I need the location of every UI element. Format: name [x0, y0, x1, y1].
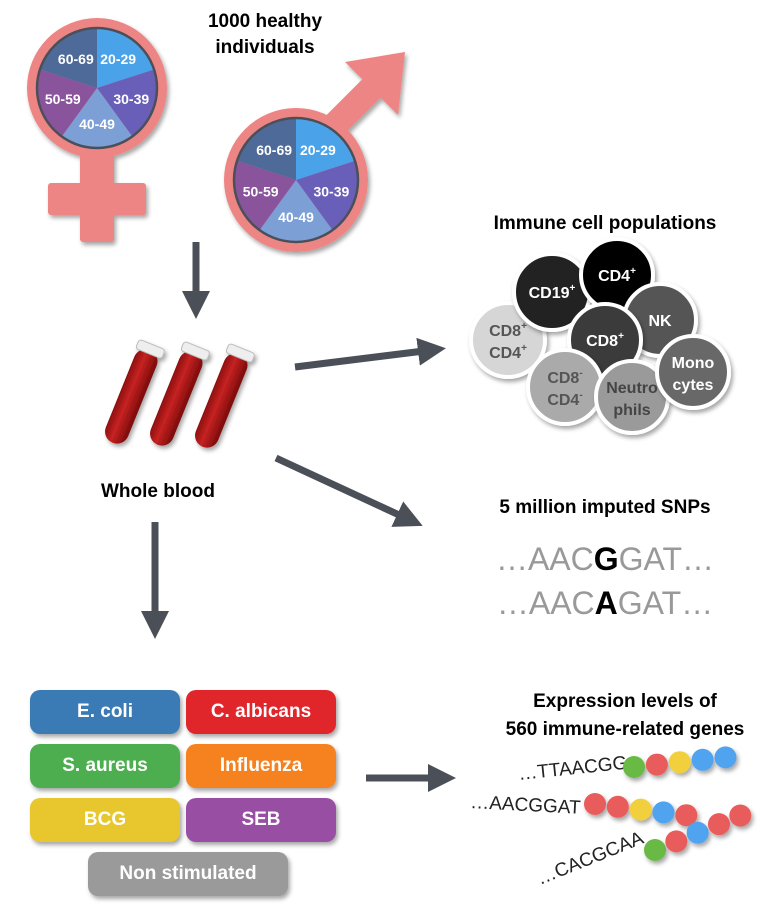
cell-label: CD4-: [547, 390, 582, 409]
pie-slice-20-29: [296, 118, 355, 180]
expression-bead: [729, 804, 752, 827]
cell-0: CD19+: [512, 252, 592, 332]
arrow-to-cells: [294, 337, 446, 371]
age-label: 30-39: [313, 183, 349, 199]
female-age-pie: 20-29 30-39 40-49 50-59 60-69: [35, 26, 159, 150]
pie-slice-30-39: [97, 69, 157, 137]
expression-bead: [714, 746, 737, 769]
pie-slice-50-59: [234, 160, 296, 231]
cell-label: CD8+: [586, 331, 624, 350]
stimulus-bcg: BCG: [30, 798, 180, 842]
whole-blood-label: Whole blood: [101, 481, 215, 502]
expression-bead: [629, 798, 652, 821]
stimulus-c-albicans: C. albicans: [186, 690, 336, 734]
stimulus-e-coli: E. coli: [30, 690, 180, 734]
snp-sequences: …AACGGAT… …AACAGAT…: [496, 541, 714, 621]
expression-bead: [668, 751, 691, 774]
expression-bead: [584, 793, 606, 815]
cell-label: CD19+: [529, 283, 576, 302]
gene-row: …TTAACGG: [517, 746, 737, 785]
expression-bead: [606, 795, 629, 818]
age-label: 40-49: [79, 116, 115, 132]
pie-slice-60-69: [237, 118, 296, 180]
expression-bead: [645, 753, 668, 776]
pie-slice-30-39: [296, 160, 358, 231]
gene-expression: …TTAACGG …AACGGAT …CACGCAA: [470, 746, 752, 890]
title-line-1: 1000 healthy: [208, 11, 322, 32]
cell-7: Mono cytes: [655, 334, 731, 410]
male-age-pie: 20-29 30-39 40-49 50-59 60-69: [232, 116, 360, 244]
snps-title: 5 million imputed SNPs: [499, 497, 710, 518]
cell-label: CD4+: [598, 266, 636, 285]
age-label: 50-59: [243, 183, 279, 199]
pie-border: [35, 26, 159, 150]
expression-bead: [652, 801, 675, 824]
age-label: 20-29: [100, 51, 136, 67]
pie-slice-60-69: [39, 28, 97, 88]
age-label: 20-29: [300, 142, 336, 158]
expression-bead: [675, 804, 698, 827]
cell-label: CD4+: [489, 343, 527, 362]
snp-row: …AACGGAT…: [496, 541, 714, 577]
age-label: 60-69: [256, 142, 292, 158]
stimulus-influenza: Influenza: [186, 744, 336, 788]
title-line-2: individuals: [215, 37, 314, 58]
gene-sequence: …AACGGAT: [470, 792, 582, 819]
cell-5: CD8- CD4-: [526, 348, 604, 426]
stimulus-seb: SEB: [186, 798, 336, 842]
expression-bead: [644, 839, 666, 861]
age-label: 60-69: [58, 51, 94, 67]
snp-row: …AACAGAT…: [497, 585, 713, 621]
expression-bead: [665, 830, 688, 853]
pie-border: [232, 116, 360, 244]
expression-title-2: 560 immune-related genes: [506, 719, 745, 740]
expression-title-1: Expression levels of: [533, 691, 717, 712]
pie-slice-40-49: [259, 180, 333, 242]
pie-slice-50-59: [37, 69, 97, 137]
age-label: 30-39: [113, 91, 149, 107]
blood-tubes-icon: [105, 339, 255, 448]
stimulus-non-stimulated: Non stimulated: [88, 852, 288, 896]
cell-label: NK: [648, 313, 672, 330]
expression-bead: [623, 756, 645, 778]
cell-label: Neutro: [606, 380, 658, 397]
age-label: 50-59: [45, 91, 81, 107]
arrow-to-snps: [274, 454, 423, 527]
gene-row: …AACGGAT: [470, 792, 698, 827]
cell-label: phils: [613, 402, 650, 419]
age-label: 40-49: [278, 209, 314, 225]
expression-bead: [707, 813, 730, 836]
cell-6: Neutro phils: [594, 359, 670, 435]
stimulus-s-aureus: S. aureus: [30, 744, 180, 788]
expression-bead: [686, 821, 709, 844]
expression-bead: [691, 748, 714, 771]
pie-slice-20-29: [97, 28, 155, 88]
pie-slice-40-49: [61, 88, 133, 148]
cell-label: CD8+: [489, 321, 527, 340]
cell-label: Mono: [672, 355, 715, 372]
gene-sequence: …TTAACGG: [517, 753, 628, 785]
cell-label: CD8-: [547, 368, 582, 387]
cell-label: cytes: [673, 377, 714, 394]
gene-sequence: …CACGCAA: [534, 828, 647, 890]
immune-title: Immune cell populations: [494, 213, 717, 234]
